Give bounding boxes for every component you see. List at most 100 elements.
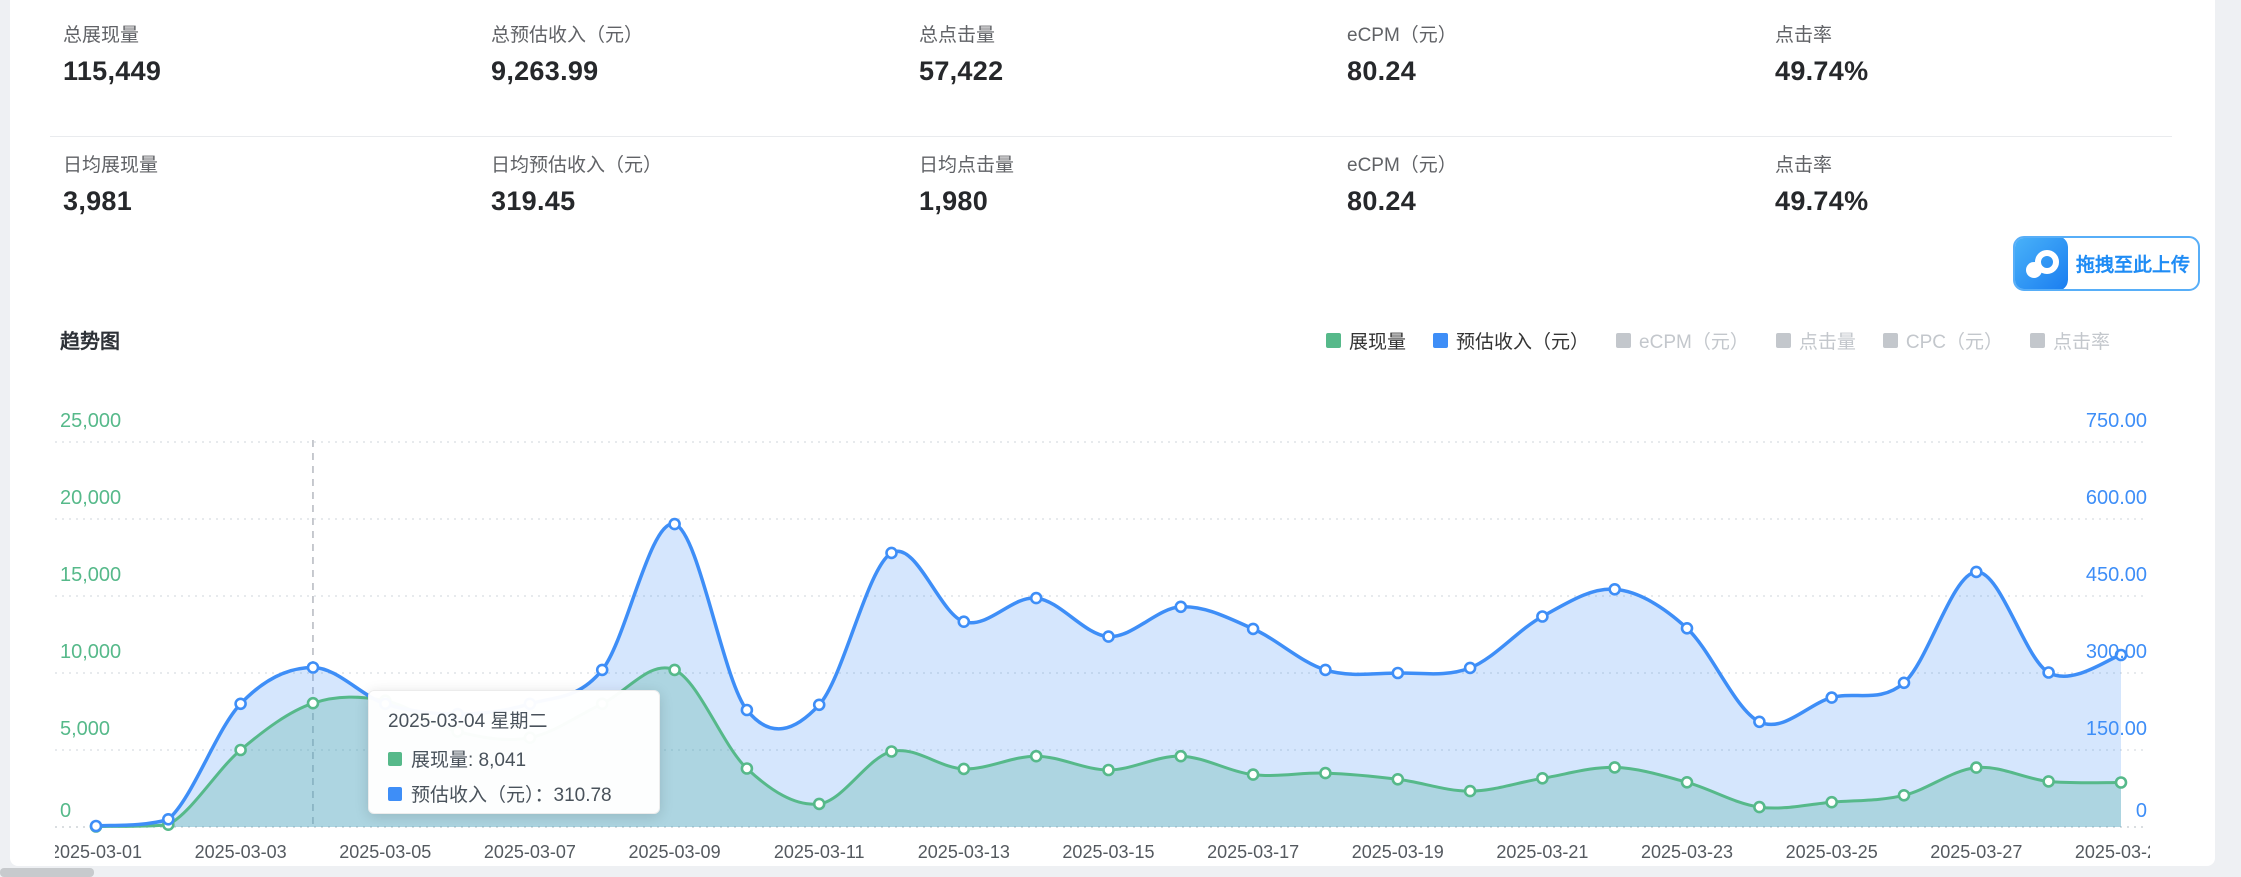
stat-cell: eCPM（元） 80.24 [1347,155,1767,217]
data-point-预估收入（元）[interactable] [1391,666,1405,680]
legend-item-CPC（元）[interactable]: CPC（元） [1882,327,2003,354]
stat-label: 点击率 [1775,155,1833,176]
data-point-展现量[interactable] [1608,761,1621,774]
x-axis-tick: 2025-03-03 [194,842,287,862]
data-point-预估收入（元）[interactable] [885,546,898,560]
data-point-展现量[interactable] [1680,775,1694,789]
stat-cell: 日均点击量 1,980 [919,155,1339,217]
trend-chart-title: 趋势图 [60,331,120,353]
legend-item-预估收入（元）[interactable]: 预估收入（元） [1433,327,1589,354]
stat-label: 日均预估收入（元） [491,155,663,176]
horizontal-scrollbar-thumb[interactable] [0,868,94,877]
data-point-预估收入（元）[interactable] [1825,691,1838,704]
data-point-预估收入（元）[interactable] [1102,630,1115,643]
data-point-展现量[interactable] [668,663,681,677]
legend-item-展现量[interactable]: 展现量 [1326,327,1406,354]
data-point-展现量[interactable] [1825,795,1838,809]
legend-item-label: CPC（元） [1905,332,2003,353]
data-point-展现量[interactable] [234,743,247,757]
data-point-预估收入（元）[interactable] [1319,663,1332,677]
data-point-展现量[interactable] [2114,776,2128,789]
tooltip-series-swatch [388,751,402,766]
stat-cell: eCPM（元） 80.24 [1347,25,1767,87]
data-point-展现量[interactable] [1102,763,1115,777]
data-point-展现量[interactable] [812,797,826,811]
data-point-预估收入（元）[interactable] [1174,600,1188,614]
data-point-预估收入（元）[interactable] [740,703,754,717]
data-point-展现量[interactable] [1391,772,1405,786]
data-point-预估收入（元）[interactable] [1608,583,1621,596]
data-point-预估收入（元）[interactable] [2042,666,2055,679]
x-axis-tick: 2025-03-27 [1930,842,2023,862]
data-point-预估收入（元）[interactable] [234,697,247,711]
stat-label: 总展现量 [63,25,140,46]
stat-cell: 日均展现量 3,981 [63,155,483,217]
data-point-展现量[interactable] [740,762,754,775]
data-point-预估收入（元）[interactable] [1029,591,1043,605]
data-point-预估收入（元）[interactable] [957,615,971,628]
data-point-预估收入（元）[interactable] [1753,715,1766,729]
data-point-展现量[interactable] [2042,775,2055,788]
trend-chart[interactable]: 25,000 20,000 15,000 10,000 5,000 0 750.00 600.… [55,405,2150,867]
data-point-预估收入（元）[interactable] [1680,622,1694,635]
tooltip-row: 展现量: 8,041 [388,745,640,772]
x-axis-tick: 2025-03-11 [773,842,865,862]
stat-label: 总预估收入（元） [491,25,644,46]
stat-label: eCPM（元） [1347,25,1457,46]
data-point-展现量[interactable] [1174,749,1188,763]
y-axis-left-tick: 0 [60,800,72,822]
stats-divider [50,136,2172,137]
data-point-展现量[interactable] [1029,749,1043,763]
legend-swatch-icon [2029,333,2045,348]
data-point-展现量[interactable] [306,696,320,710]
stat-value: 49.74% [1775,56,1869,86]
y-axis-right-tick: 750.00 [2085,410,2147,432]
data-point-展现量[interactable] [1897,788,1911,802]
netdisk-cloud-icon [2015,238,2068,289]
y-axis-right-tick: 300.00 [2085,641,2147,663]
data-point-预估收入（元）[interactable] [668,517,681,531]
stat-label: 点击率 [1775,25,1833,46]
legend-swatch-icon [1616,333,1632,348]
tooltip-series-swatch [388,786,402,801]
stat-cell: 总展现量 115,449 [63,25,483,87]
data-point-展现量[interactable] [957,762,971,776]
data-point-预估收入（元）[interactable] [1970,565,1983,579]
tooltip-series-value: 展现量: 8,041 [411,750,527,771]
data-point-预估收入（元）[interactable] [595,663,609,677]
data-point-预估收入（元）[interactable] [306,661,320,674]
legend-swatch-icon [1326,333,1342,348]
drag-upload-button[interactable]: 拖拽至此上传 [2013,236,2200,291]
legend-item-点击量[interactable]: 点击量 [1775,327,1856,354]
data-point-展现量[interactable] [1463,784,1477,798]
legend-item-label: 点击量 [1798,332,1856,353]
stat-value: 80.24 [1347,56,1417,86]
legend-item-eCPM（元）[interactable]: eCPM（元） [1616,327,1749,354]
chart-tooltip: 2025-03-04 星期二 展现量: 8,041 预估收入（元）：310.78 [368,690,660,814]
stat-label: 日均展现量 [63,155,159,176]
data-point-预估收入（元）[interactable] [1463,661,1477,675]
data-point-预估收入（元）[interactable] [1536,610,1549,623]
x-axis-tick: 2025-03-07 [483,842,576,862]
data-point-展现量[interactable] [1536,771,1549,785]
data-point-预估收入（元）[interactable] [812,698,826,712]
stat-value: 80.24 [1347,186,1417,216]
drag-upload-label: 拖拽至此上传 [2075,255,2190,276]
data-point-展现量[interactable] [1246,768,1260,781]
data-point-展现量[interactable] [1753,800,1766,814]
x-axis-tick: 2025-03-17 [1207,842,1300,862]
data-point-预估收入（元）[interactable] [1246,622,1260,636]
data-point-展现量[interactable] [1319,766,1332,780]
data-point-展现量[interactable] [1970,761,1983,774]
legend-item-label: 预估收入（元） [1456,332,1590,353]
data-point-预估收入（元）[interactable] [89,819,103,833]
y-axis-right-tick: 600.00 [2085,487,2147,509]
data-point-预估收入（元）[interactable] [162,812,175,826]
tooltip-date: 2025-03-04 星期二 [388,711,548,732]
data-point-预估收入（元）[interactable] [2114,648,2128,662]
data-point-预估收入（元）[interactable] [1897,676,1911,690]
legend-item-点击率[interactable]: 点击率 [2029,327,2110,354]
data-point-展现量[interactable] [885,745,898,758]
x-axis-tick: 2025-03-29 [2074,842,2150,862]
